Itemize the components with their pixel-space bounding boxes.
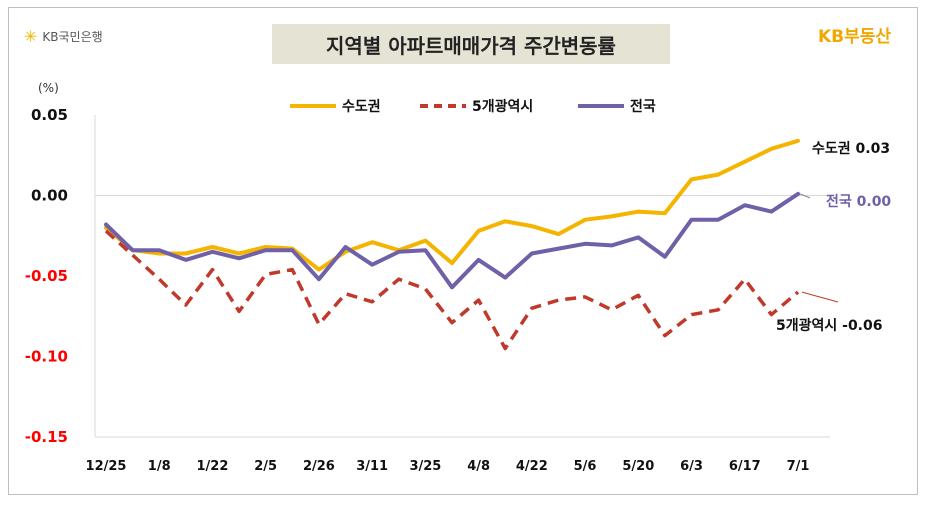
kb-bank-logo: ✳ KB국민은행 <box>24 28 103 45</box>
y-tick-label: -0.10 <box>25 348 68 366</box>
x-tick-label: 1/22 <box>197 459 229 474</box>
series-line-3 <box>104 191 800 290</box>
x-tick-label: 6/17 <box>729 459 761 474</box>
y-tick-label: 0.00 <box>31 187 68 205</box>
y-tick-label: -0.15 <box>25 428 68 446</box>
end-leader-series-2 <box>801 291 839 303</box>
end-label-series-1: 수도권 0.03 <box>812 141 890 157</box>
legend-label-3: 전국 <box>630 98 656 115</box>
x-tick-label: 3/25 <box>409 459 441 474</box>
x-tick-label: 5/6 <box>574 459 597 474</box>
x-tick-label: 1/8 <box>148 459 171 474</box>
end-label-series-3: 전국 0.00 <box>826 193 891 210</box>
y-tick-label: -0.05 <box>25 267 68 285</box>
x-tick-label: 4/22 <box>516 459 548 474</box>
kb-real-estate-logo: KB부동산 <box>818 27 892 47</box>
x-tick-label: 12/25 <box>86 459 127 474</box>
legend-label-1: 수도권 <box>342 99 381 115</box>
series-line-2 <box>104 229 800 351</box>
kb-star-icon: ✳ <box>24 26 38 46</box>
y-tick-label: 0.05 <box>31 106 68 124</box>
x-tick-label: 5/20 <box>622 459 654 474</box>
kb-bank-logo-text: KB국민은행 <box>42 30 103 44</box>
series-line-1 <box>104 138 800 272</box>
chart-title: 지역별 아파트매매가격 주간변동률 <box>326 33 616 58</box>
x-tick-label: 6/3 <box>680 459 703 474</box>
end-label-series-2: 5개광역시 -0.06 <box>776 317 883 334</box>
x-tick-label: 2/5 <box>254 459 277 474</box>
x-tick-label: 2/26 <box>303 459 335 474</box>
y-unit-label: (%) <box>38 81 59 95</box>
chart-title-box: 지역별 아파트매매가격 주간변동률 <box>272 24 670 64</box>
x-tick-label: 4/8 <box>467 459 490 474</box>
x-tick-label: 3/11 <box>356 459 388 474</box>
end-leader-series-3 <box>799 193 811 199</box>
legend-label-2: 5개광역시 <box>472 98 533 115</box>
x-tick-label: 7/1 <box>787 459 810 474</box>
